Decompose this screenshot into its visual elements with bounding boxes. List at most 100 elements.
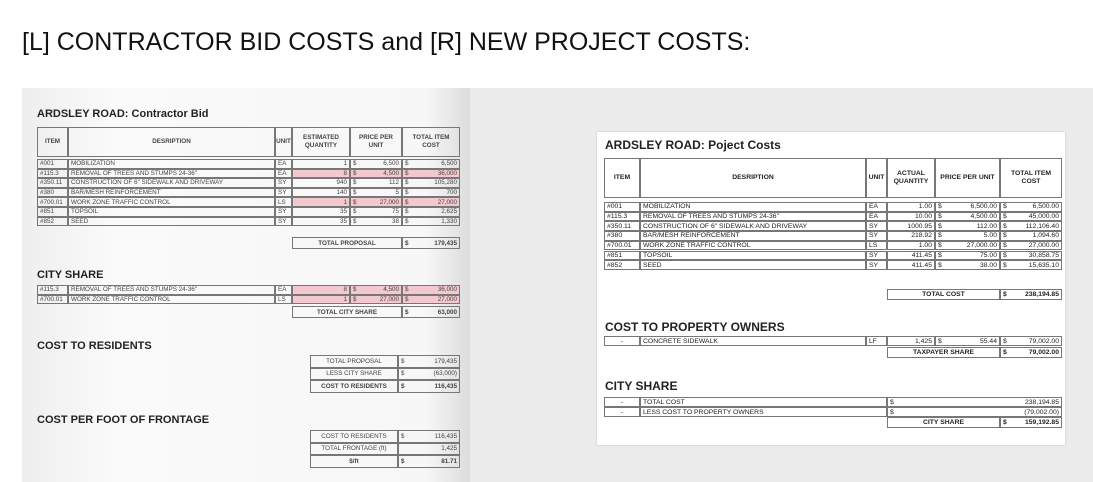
table-cell: (63,000) bbox=[410, 367, 460, 380]
table-cell: LF bbox=[866, 336, 887, 346]
total-cell: $ bbox=[1000, 417, 1012, 428]
table-cell: MOBILIZATION bbox=[68, 159, 275, 169]
table-cell: $ bbox=[1000, 202, 1012, 212]
table-cell: 411.45 bbox=[887, 250, 935, 261]
table-cell: SEED bbox=[68, 216, 275, 227]
page-title: [L] CONTRACTOR BID COSTS and [R] NEW PRO… bbox=[22, 28, 751, 56]
table-cell: 112.00 bbox=[947, 221, 1000, 232]
table-cell: 38 bbox=[362, 216, 402, 227]
table-cell: $ bbox=[1000, 336, 1012, 346]
table-cell: $ bbox=[402, 207, 414, 217]
total-cell: $ bbox=[1000, 347, 1012, 358]
table-cell: 35 bbox=[292, 216, 350, 227]
table-cell: 6,500 bbox=[362, 159, 402, 169]
table-cell: $ bbox=[350, 216, 362, 227]
table-cell: 1,425 bbox=[398, 442, 460, 455]
table-cell: 1 bbox=[292, 294, 350, 305]
table-cell: WORK ZONE TRAFFIC CONTROL bbox=[68, 197, 275, 207]
table-cell: SY bbox=[275, 178, 292, 188]
table-cell: $ bbox=[887, 397, 899, 407]
column-header: ITEM bbox=[37, 127, 68, 157]
table-cell: #115.3 bbox=[37, 168, 68, 179]
table-cell: LS bbox=[275, 294, 292, 305]
table-cell: SY bbox=[275, 207, 292, 217]
table-cell: #001 bbox=[37, 159, 68, 169]
table-cell: $ bbox=[398, 380, 410, 393]
table-cell: EA bbox=[866, 211, 887, 222]
column-header: DESRIPTION bbox=[68, 127, 275, 157]
table-cell: $ bbox=[1000, 260, 1012, 270]
table-cell: LESS CITY SHARE bbox=[310, 367, 398, 380]
table-cell: #852 bbox=[604, 260, 640, 270]
table-cell: $ bbox=[402, 168, 414, 179]
table-cell: 1000.95 bbox=[887, 221, 935, 232]
table-cell: 940 bbox=[292, 178, 350, 188]
table-cell: 105,280 bbox=[414, 178, 460, 188]
table-cell: $ bbox=[350, 187, 362, 198]
table-cell: 27,000 bbox=[414, 197, 460, 207]
total-cell: 179,435 bbox=[414, 237, 460, 249]
table-cell: $ bbox=[350, 159, 362, 169]
table-cell: WORK ZONE TRAFFIC CONTROL bbox=[68, 294, 275, 305]
table-cell: 6,500.00 bbox=[947, 202, 1000, 212]
table-cell: #115.3 bbox=[37, 285, 68, 295]
column-header: ACTUAL QUANTITY bbox=[887, 158, 935, 198]
table-cell: SY bbox=[866, 231, 887, 241]
table-cell: (79,002.00) bbox=[899, 407, 1062, 417]
table-cell: $ bbox=[1000, 221, 1012, 232]
table-cell: 15,635.10 bbox=[1012, 260, 1062, 270]
table-cell: $ bbox=[350, 178, 362, 188]
table-cell: 116,435 bbox=[410, 380, 460, 393]
table-cell: $ bbox=[402, 178, 414, 188]
table-cell: $ bbox=[350, 294, 362, 305]
section-title: COST TO PROPERTY OWNERS bbox=[605, 320, 785, 334]
table-cell: $ bbox=[402, 159, 414, 169]
table-cell: #851 bbox=[604, 250, 640, 261]
table-cell: $ bbox=[1000, 231, 1012, 241]
table-cell: TOTAL COST bbox=[640, 397, 887, 407]
table-cell: SY bbox=[866, 221, 887, 232]
column-header: ITEM bbox=[604, 158, 640, 198]
table-cell: #380 bbox=[604, 231, 640, 241]
table-cell: 5 bbox=[362, 187, 402, 198]
table-cell: 10.00 bbox=[887, 211, 935, 222]
table-cell: 8 bbox=[292, 168, 350, 179]
table-cell: 1 bbox=[292, 197, 350, 207]
table-cell: #700.01 bbox=[37, 197, 68, 207]
table-cell: SEED bbox=[640, 260, 866, 270]
table-cell: WORK ZONE TRAFFIC CONTROL bbox=[640, 240, 866, 251]
section-title: COST TO RESIDENTS bbox=[37, 340, 152, 352]
table-cell: $ bbox=[935, 231, 947, 241]
table-cell: 45,000.00 bbox=[1012, 211, 1062, 222]
table-cell: $ bbox=[398, 455, 410, 468]
table-cell: 27,000.00 bbox=[947, 240, 1000, 251]
table-cell: $ bbox=[350, 197, 362, 207]
table-cell: 4,500.00 bbox=[947, 211, 1000, 222]
table-cell: SY bbox=[275, 187, 292, 198]
table-cell: SY bbox=[275, 216, 292, 227]
table-cell: 116,435 bbox=[410, 430, 460, 443]
table-cell: 4,500 bbox=[362, 285, 402, 295]
table-cell: $ bbox=[402, 197, 414, 207]
table-cell: 36,000 bbox=[414, 168, 460, 179]
table-cell: 700 bbox=[414, 187, 460, 198]
total-cell: 79,002.00 bbox=[1012, 347, 1062, 358]
total-cell: TOTAL CITY SHARE bbox=[292, 306, 402, 318]
total-cell: $ bbox=[402, 237, 414, 249]
table-cell: $ bbox=[1000, 211, 1012, 222]
table-cell: 1 bbox=[292, 159, 350, 169]
table-cell: REMOVAL OF TREES AND STUMPS 24-36" bbox=[640, 211, 866, 222]
table-cell: 411.45 bbox=[887, 260, 935, 270]
table-cell: 27,000 bbox=[414, 294, 460, 305]
table-cell: $ bbox=[402, 216, 414, 227]
table-cell: CONSTRUCTION OF 6" SIDEWALK AND DRIVEWAY bbox=[68, 178, 275, 188]
section-title: COST PER FOOT OF FRONTAGE bbox=[37, 414, 210, 426]
table-cell: 179,435 bbox=[410, 355, 460, 368]
table-cell: $ bbox=[1000, 240, 1012, 251]
table-cell: 35 bbox=[292, 207, 350, 217]
table-cell: 75 bbox=[362, 207, 402, 217]
table-cell: $ bbox=[398, 430, 410, 443]
table-cell: $ bbox=[935, 260, 947, 270]
table-cell: $/ft bbox=[310, 455, 398, 468]
table-cell: 4,500 bbox=[362, 168, 402, 179]
